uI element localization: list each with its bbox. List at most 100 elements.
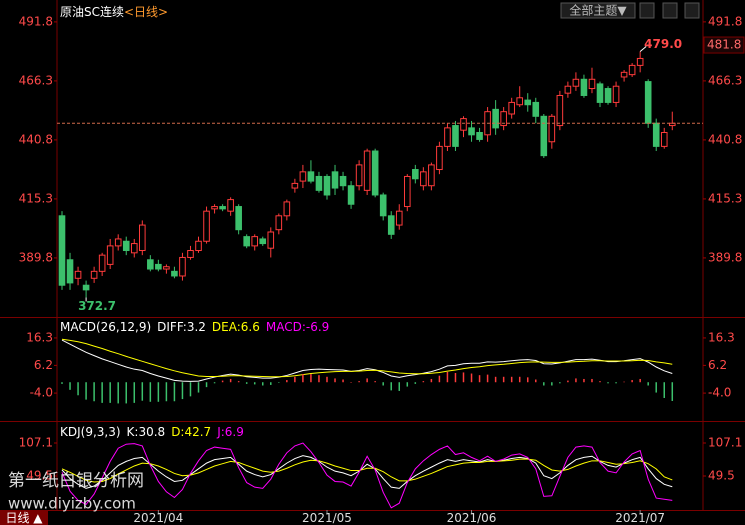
- macd-bar: [205, 382, 208, 388]
- macd-bar: [526, 377, 529, 383]
- macd-bar: [382, 382, 384, 386]
- indicator-line: [61, 442, 673, 509]
- candle-body: [636, 57, 644, 66]
- macd-bar: [599, 381, 601, 383]
- macd-bar: [430, 378, 433, 383]
- price-marker-label: 481.8: [707, 38, 741, 52]
- max-marker: [639, 46, 647, 52]
- y-tick-label: 107.1: [708, 435, 742, 449]
- candle-body: [347, 185, 355, 205]
- macd-bar: [470, 373, 473, 383]
- candle-body: [122, 240, 130, 252]
- macd-bar: [149, 382, 152, 402]
- macd-bar: [607, 382, 609, 384]
- macd-bar: [494, 376, 497, 383]
- candle-body: [564, 85, 572, 94]
- y-tick-label: 466.3: [708, 73, 742, 87]
- macd-bar: [286, 380, 288, 383]
- macd-bar: [125, 382, 127, 404]
- candle-body: [540, 115, 548, 157]
- candle-body: [436, 145, 443, 171]
- macd-bar: [390, 382, 392, 391]
- macd-bar: [559, 382, 561, 384]
- macd-bar: [414, 382, 417, 384]
- panel-header: MACD(26,12,9) DIFF:3.2 DEA:6.6 MACD:-6.9: [60, 320, 329, 334]
- candle-body: [588, 78, 596, 90]
- macd-bar: [197, 382, 200, 393]
- y-tick-label: 16.3: [26, 330, 53, 344]
- macd-bar: [671, 382, 674, 401]
- panel-title: KDJ(9,3,3): [60, 425, 121, 439]
- icon-button[interactable]: [684, 2, 700, 19]
- candle-body: [331, 171, 339, 189]
- candle-body: [460, 118, 467, 131]
- candle-body: [66, 259, 74, 284]
- candle-body: [259, 238, 267, 245]
- candle-body: [428, 164, 435, 187]
- macd-bar: [342, 379, 344, 383]
- theme-button[interactable]: [560, 2, 636, 19]
- macd-bar: [253, 382, 256, 385]
- period-tab[interactable]: [0, 511, 48, 525]
- macd-bar: [221, 380, 224, 383]
- macd-bar: [543, 382, 545, 386]
- candle-body: [644, 81, 652, 124]
- macd-bar: [141, 382, 144, 401]
- candle-body: [275, 215, 283, 231]
- macd-bar: [575, 378, 577, 383]
- icon-button[interactable]: [639, 2, 655, 19]
- macd-bar: [510, 376, 513, 383]
- candle-body: [604, 88, 612, 103]
- candle-body: [179, 256, 186, 277]
- macd-bar: [478, 375, 481, 383]
- candle-body: [572, 78, 580, 87]
- y-tick-label: 491.8: [708, 14, 742, 28]
- candle-body: [106, 245, 114, 265]
- y-tick-label: 107.1: [19, 435, 53, 449]
- y-tick-label: 6.2: [708, 358, 727, 372]
- macd-bar: [245, 382, 248, 384]
- candle-body: [82, 284, 90, 291]
- macd-bar: [310, 374, 312, 383]
- candle-body: [283, 201, 291, 217]
- candle-body: [628, 64, 636, 76]
- macd-bar: [61, 382, 63, 384]
- period-tab-label[interactable]: 日线 ▲: [5, 511, 43, 525]
- macd-bar: [486, 374, 489, 383]
- x-tick-label: 2021/06: [447, 511, 497, 525]
- macd-bar: [518, 376, 521, 383]
- macd-bar: [655, 382, 657, 393]
- x-tick-label: 2021/05: [302, 511, 352, 525]
- candle-body: [500, 111, 507, 127]
- theme-button-label[interactable]: 全部主题▼: [569, 3, 627, 18]
- candle-body: [235, 206, 242, 231]
- candle-body: [163, 266, 170, 270]
- macd-bar: [502, 376, 505, 383]
- macd-bar: [422, 381, 425, 383]
- candle-body: [58, 215, 66, 286]
- legend-entry: DIFF:3.2: [157, 320, 206, 334]
- candle-body: [508, 101, 515, 115]
- macd-bar: [181, 382, 184, 400]
- legend-entry: J:6.9: [216, 425, 244, 439]
- macd-bar: [631, 380, 633, 383]
- y-tick-label: -4.0: [708, 386, 731, 400]
- icon-button[interactable]: [662, 2, 678, 19]
- macd-bar: [69, 382, 71, 390]
- candle-body: [371, 150, 379, 196]
- macd-bar: [647, 382, 649, 386]
- max-label: 479.0: [644, 37, 682, 51]
- macd-bar: [173, 382, 176, 402]
- x-tick-label: 2021/07: [615, 511, 665, 525]
- macd-bar: [350, 382, 352, 383]
- macd-bar: [551, 382, 553, 386]
- indicator-line: [61, 458, 673, 483]
- candle-body: [524, 99, 532, 106]
- macd-bar: [262, 382, 264, 386]
- candle-body: [516, 97, 524, 106]
- macd-bar: [237, 381, 240, 383]
- y-tick-label: 440.8: [708, 132, 742, 146]
- candle-body: [596, 83, 604, 103]
